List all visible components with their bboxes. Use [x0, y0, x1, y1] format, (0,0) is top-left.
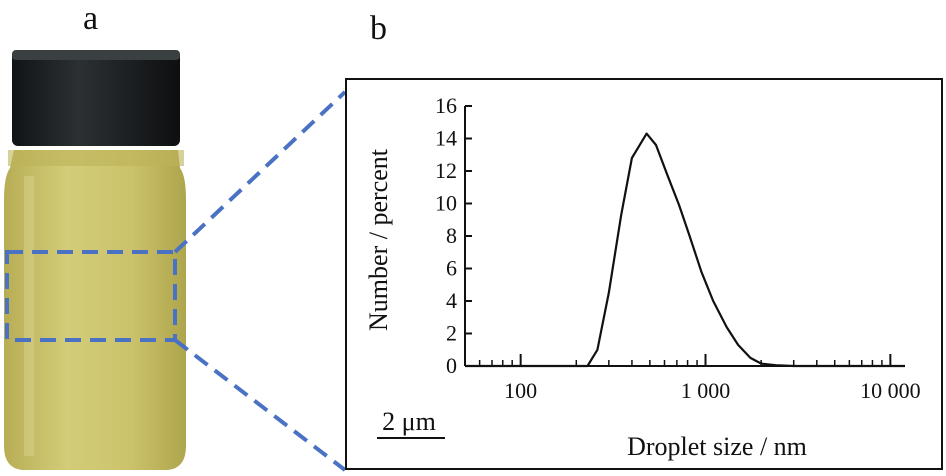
vial-image — [4, 50, 186, 470]
chart-axes — [464, 106, 905, 367]
y-axis-title: Number / percent — [364, 148, 393, 331]
y-tick-label: 14 — [435, 126, 457, 151]
y-tick-label: 6 — [446, 256, 457, 281]
y-ticks: 0 2 4 6 8 10 12 14 16 — [435, 93, 472, 378]
vial-cap — [12, 50, 180, 146]
series-line — [465, 132, 905, 368]
y-tick-label: 12 — [435, 158, 457, 183]
scale-bar: 2 μm — [377, 407, 445, 439]
connector-lower — [173, 338, 347, 472]
y-tick-label: 2 — [446, 321, 457, 346]
chart-panel: 0 2 4 6 8 10 12 14 16 100 1 000 10 000 Droplet siz… — [345, 78, 943, 470]
y-tick-label: 4 — [446, 288, 457, 313]
y-tick-label: 16 — [435, 93, 457, 118]
x-tick-label: 1 000 — [681, 378, 731, 403]
droplet-size-chart: 0 2 4 6 8 10 12 14 16 100 1 000 10 000 Droplet siz… — [364, 93, 921, 461]
panel-label-b: b — [370, 10, 387, 47]
x-tick-label: 10 000 — [860, 378, 921, 403]
scale-bar-label: 2 μm — [382, 407, 436, 436]
x-ticks: 100 1 000 10 000 — [504, 354, 921, 403]
vial-body — [4, 150, 186, 470]
connector-upper — [173, 90, 347, 254]
highlight-box — [5, 250, 177, 342]
x-axis-title: Droplet size / nm — [627, 432, 807, 461]
y-tick-label: 0 — [446, 353, 457, 378]
y-tick-label: 8 — [446, 223, 457, 248]
y-tick-label: 10 — [435, 191, 457, 216]
panel-label-a: a — [83, 0, 99, 37]
x-tick-label: 100 — [504, 378, 537, 403]
